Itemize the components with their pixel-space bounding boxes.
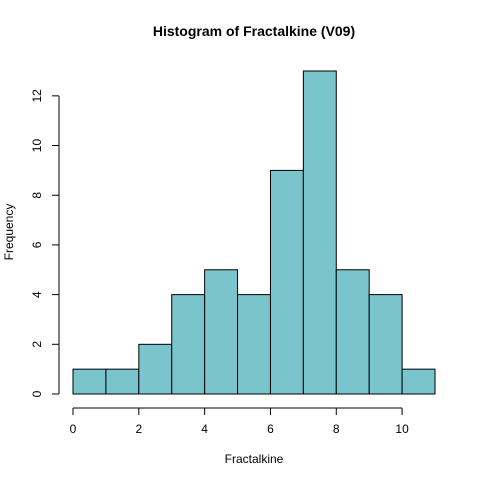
histogram-bar (368, 294, 403, 395)
histogram-bar (302, 70, 337, 395)
y-tick-label: 10 (30, 139, 44, 153)
y-tick-label: 0 (30, 390, 44, 397)
y-tick-label: 4 (30, 291, 44, 298)
y-tick-label: 6 (30, 241, 44, 248)
x-axis-label: Fractalkine (225, 452, 284, 466)
x-tick-label: 0 (70, 422, 77, 436)
histogram-bar (138, 343, 173, 395)
y-tick-label: 12 (30, 89, 44, 103)
histogram-bar (171, 294, 206, 395)
y-axis: 0 2 4 6 8 10 12 (30, 89, 60, 397)
histogram-bar (335, 269, 370, 395)
histogram-bar (237, 294, 271, 395)
histogram-bar (401, 368, 436, 395)
x-tick-label: 10 (395, 422, 409, 436)
histogram-bar (269, 169, 304, 395)
histogram-bar (105, 368, 140, 395)
y-tick-label: 2 (30, 341, 44, 348)
x-tick-label: 2 (135, 422, 142, 436)
bars-group (72, 70, 436, 395)
y-axis-label: Frequency (2, 204, 16, 261)
histogram-bar (204, 269, 239, 395)
x-tick-label: 4 (201, 422, 208, 436)
chart-title: Histogram of Fractalkine (V09) (153, 23, 355, 39)
y-tick-label: 8 (30, 192, 44, 199)
x-tick-label: 6 (267, 422, 274, 436)
histogram-bar (72, 368, 107, 395)
x-tick-label: 8 (333, 422, 340, 436)
x-axis: 0 2 4 6 8 10 (70, 407, 409, 436)
